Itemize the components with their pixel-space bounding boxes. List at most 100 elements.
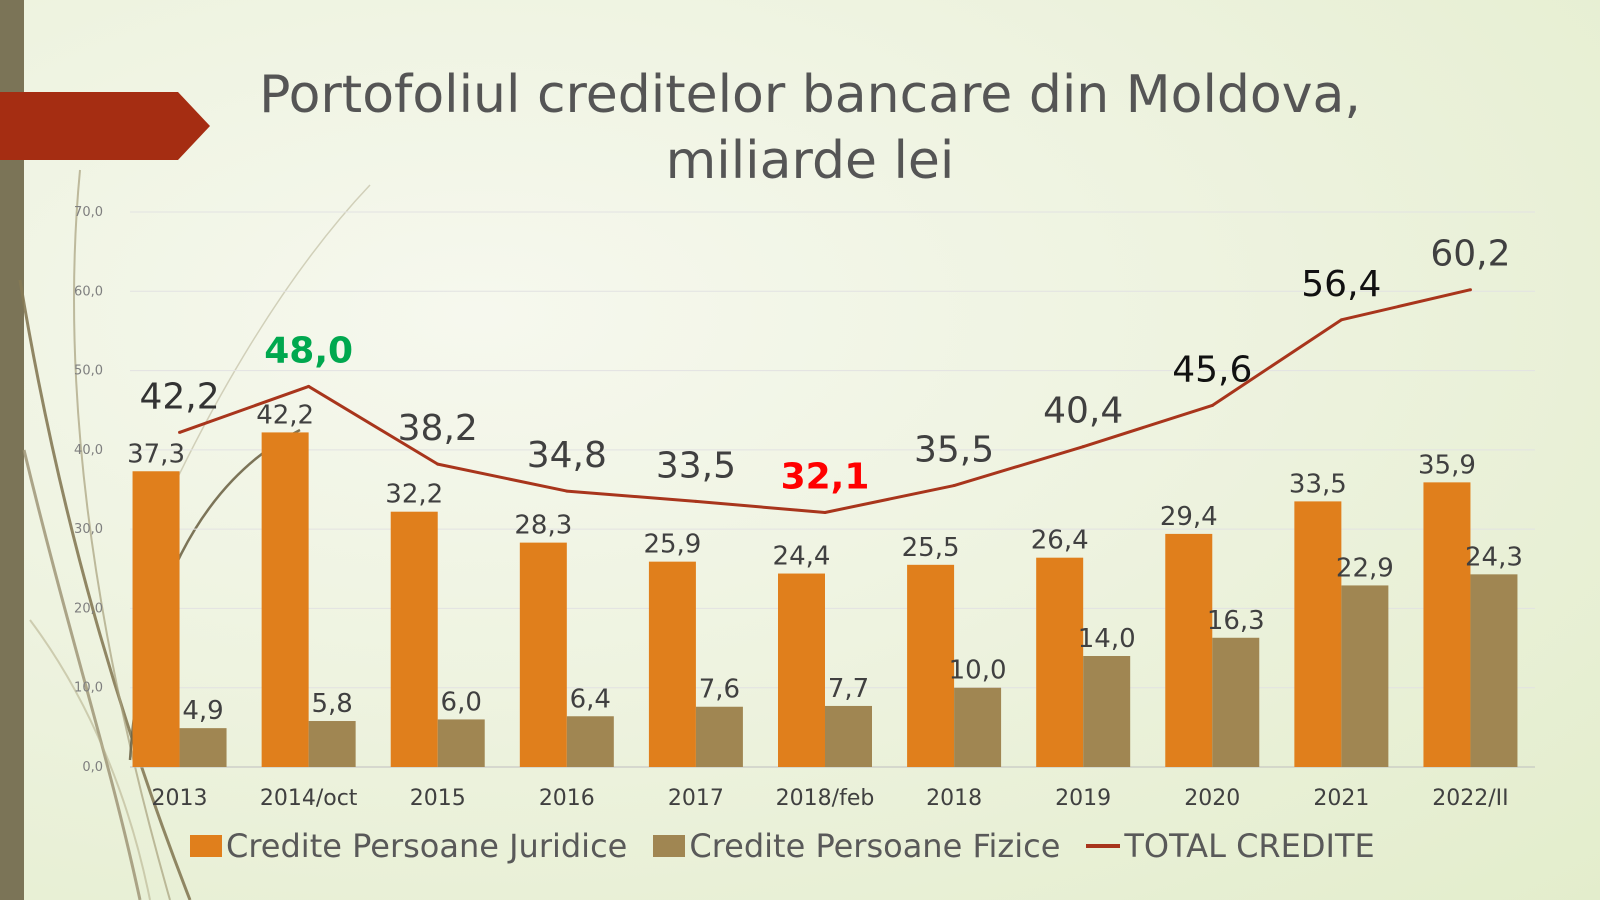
y-tick-label: 10,0 — [74, 681, 103, 696]
x-tick-label: 2013 — [152, 786, 208, 811]
y-tick-label: 70,0 — [74, 205, 103, 220]
data-label-juridice: 32,2 — [385, 480, 443, 510]
legend-swatch-total — [1086, 844, 1121, 848]
bar-fizice — [566, 716, 614, 767]
data-label-total: 38,2 — [398, 408, 478, 449]
bar-fizice — [695, 706, 743, 767]
point-total — [1210, 403, 1214, 407]
bar-juridice — [261, 432, 309, 767]
point-total — [307, 384, 311, 388]
data-label-juridice: 33,5 — [1289, 469, 1347, 499]
legend-label-juridice: Credite Persoane Juridice — [226, 827, 628, 865]
data-label-juridice: 35,9 — [1418, 450, 1476, 480]
bar-juridice — [519, 542, 567, 767]
y-tick-label: 20,0 — [74, 601, 103, 616]
data-label-fizice: 22,9 — [1336, 553, 1394, 583]
bar-juridice — [907, 564, 955, 767]
title-arrow-banner — [0, 92, 210, 160]
point-total — [823, 510, 827, 514]
data-label-total: 56,4 — [1301, 264, 1381, 305]
x-tick-label: 2020 — [1184, 786, 1240, 811]
x-tick-label: 2018 — [926, 786, 982, 811]
data-label-fizice: 24,3 — [1465, 542, 1523, 572]
bar-fizice — [308, 721, 356, 767]
point-total — [565, 489, 569, 493]
point-total — [1081, 445, 1085, 449]
data-label-total: 35,5 — [914, 430, 994, 471]
data-label-total: 42,2 — [139, 376, 219, 417]
x-tick-label: 2019 — [1055, 786, 1111, 811]
data-label-fizice: 5,8 — [311, 689, 352, 719]
chart-title: Portofoliul creditelor bancare din Moldo… — [200, 62, 1420, 194]
x-tick-label: 2018/feb — [776, 786, 875, 811]
chart-legend: Credite Persoane Juridice Credite Persoa… — [190, 826, 1375, 866]
data-label-total: 60,2 — [1430, 234, 1510, 275]
data-label-fizice: 6,0 — [441, 687, 482, 717]
data-label-juridice: 42,2 — [256, 400, 314, 430]
bar-juridice — [1294, 501, 1342, 767]
bar-fizice — [437, 719, 485, 767]
bar-fizice — [179, 728, 227, 767]
bar-juridice — [648, 561, 696, 767]
data-label-total: 45,6 — [1172, 349, 1252, 390]
data-label-juridice: 29,4 — [1160, 502, 1218, 532]
data-label-fizice: 14,0 — [1078, 624, 1136, 654]
x-tick-label: 2016 — [539, 786, 595, 811]
data-label-juridice: 25,9 — [643, 530, 701, 560]
bar-juridice — [778, 573, 825, 767]
y-tick-label: 40,0 — [74, 443, 103, 458]
data-label-fizice: 7,6 — [699, 675, 740, 705]
legend-swatch-fizice — [653, 835, 686, 857]
bar-juridice — [1423, 482, 1471, 767]
y-tick-label: 60,0 — [74, 284, 103, 299]
point-total — [1339, 318, 1343, 322]
legend-swatch-juridice — [190, 835, 222, 857]
legend-item-juridice: Credite Persoane Juridice — [190, 827, 627, 865]
legend-label-total: TOTAL CREDITE — [1124, 827, 1375, 865]
point-total — [436, 462, 440, 466]
data-label-total: 32,1 — [781, 456, 870, 497]
data-label-fizice: 6,4 — [570, 684, 611, 714]
bar-juridice — [390, 511, 438, 767]
bar-fizice — [1341, 585, 1389, 767]
x-tick-label: 2017 — [668, 786, 724, 811]
data-label-total: 40,4 — [1043, 391, 1123, 432]
bar-juridice — [132, 471, 180, 767]
legend-label-fizice: Credite Persoane Fizice — [689, 827, 1061, 865]
chart-title-line1: Portofoliul creditelor bancare din Moldo… — [259, 65, 1361, 125]
point-total — [694, 499, 698, 503]
y-tick-label: 50,0 — [74, 364, 103, 379]
x-tick-label: 2022/II — [1432, 786, 1508, 811]
y-tick-label: 0,0 — [82, 760, 103, 775]
data-label-juridice: 37,3 — [127, 439, 185, 469]
data-label-fizice: 4,9 — [182, 696, 223, 726]
data-label-juridice: 26,4 — [1031, 526, 1089, 556]
bar-juridice — [1036, 557, 1084, 767]
x-tick-label: 2021 — [1313, 786, 1369, 811]
bar-fizice — [1212, 637, 1260, 767]
data-label-total: 34,8 — [527, 435, 607, 476]
chart-title-line2: miliarde lei — [665, 131, 955, 191]
bar-fizice — [1470, 574, 1518, 767]
x-tick-label: 2014/oct — [260, 786, 358, 811]
data-label-juridice: 24,4 — [773, 542, 831, 572]
data-label-total: 48,0 — [264, 330, 353, 371]
x-tick-label: 2015 — [410, 786, 466, 811]
bar-fizice — [954, 687, 1002, 767]
data-label-fizice: 10,0 — [949, 656, 1007, 686]
data-label-fizice: 16,3 — [1207, 606, 1265, 636]
legend-item-fizice: Credite Persoane Fizice — [653, 827, 1060, 865]
point-total — [952, 484, 956, 488]
data-label-juridice: 28,3 — [514, 511, 572, 541]
point-total — [1468, 288, 1472, 292]
bar-fizice — [825, 705, 872, 767]
data-label-total: 33,5 — [656, 445, 736, 486]
legend-item-total: TOTAL CREDITE — [1086, 827, 1375, 865]
data-label-fizice: 7,7 — [828, 674, 869, 704]
bar-juridice — [1165, 533, 1213, 767]
point-total — [178, 430, 182, 434]
data-label-juridice: 25,5 — [902, 533, 960, 563]
y-tick-label: 30,0 — [74, 522, 103, 537]
bar-fizice — [1083, 656, 1131, 767]
